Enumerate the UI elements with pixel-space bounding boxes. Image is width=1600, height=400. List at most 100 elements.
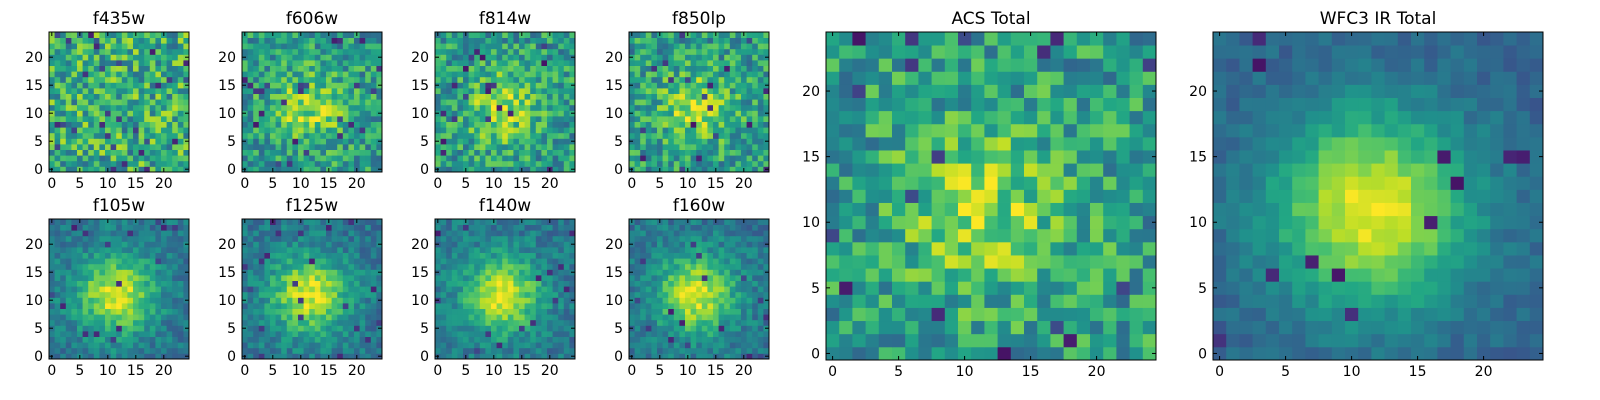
heatmap-cell xyxy=(253,297,260,304)
heatmap-cell xyxy=(735,149,742,156)
heatmap-cell xyxy=(440,32,447,38)
heatmap-cell xyxy=(337,88,344,94)
heatmap-cell xyxy=(496,88,503,94)
heatmap-cell xyxy=(342,280,349,287)
heatmap-cell xyxy=(264,342,271,349)
heatmap-cell xyxy=(713,132,719,139)
heatmap-cell xyxy=(183,230,190,237)
heatmap-cell xyxy=(485,325,492,332)
heatmap-cell xyxy=(320,219,327,225)
heatmap-cell xyxy=(348,224,355,231)
heatmap-cell xyxy=(161,37,167,44)
heatmap-cell xyxy=(155,347,162,354)
heatmap-cell xyxy=(662,43,669,50)
heatmap-cell xyxy=(71,144,78,150)
heatmap-cell xyxy=(629,144,635,150)
heatmap-cell xyxy=(446,280,453,287)
heatmap-cell xyxy=(491,48,497,55)
heatmap-cell xyxy=(110,116,117,122)
heatmap-cell xyxy=(258,132,265,139)
heatmap-cell xyxy=(440,303,447,309)
heatmap-cell xyxy=(359,88,366,94)
heatmap-cell xyxy=(144,54,151,61)
heatmap-cell xyxy=(298,319,304,326)
heatmap-cell xyxy=(138,99,145,106)
heatmap-cell xyxy=(435,43,441,50)
heatmap-cell xyxy=(99,37,106,44)
heatmap-cell xyxy=(735,347,742,354)
heatmap-cell xyxy=(451,291,458,298)
heatmap-cell xyxy=(292,263,299,270)
heatmap-cell xyxy=(713,336,719,343)
heatmap-cell xyxy=(253,291,260,298)
heatmap-cell xyxy=(326,235,332,242)
heatmap-cell xyxy=(496,336,503,343)
heatmap-cell xyxy=(166,342,173,349)
heatmap-cell xyxy=(161,325,167,332)
heatmap-cell xyxy=(149,224,156,231)
heatmap-cell xyxy=(657,82,663,89)
heatmap-cell xyxy=(149,308,156,315)
heatmap-cell xyxy=(161,54,167,61)
heatmap-cell xyxy=(558,308,565,315)
heatmap-cell xyxy=(326,48,332,55)
heatmap-cell xyxy=(513,297,520,304)
heatmap-cell xyxy=(65,319,72,326)
heatmap-cell xyxy=(342,121,349,128)
heatmap-cell xyxy=(479,269,486,276)
heatmap-cell xyxy=(77,43,83,50)
heatmap-cell xyxy=(707,160,714,167)
heatmap-cell xyxy=(172,230,179,237)
heatmap-cell xyxy=(365,297,372,304)
heatmap-cell xyxy=(292,297,299,304)
heatmap-cell xyxy=(541,93,548,100)
heatmap-cell xyxy=(60,60,67,66)
heatmap-cell xyxy=(718,71,725,78)
heatmap-cell xyxy=(354,286,360,293)
heatmap-cell xyxy=(342,166,349,173)
heatmap-cell xyxy=(524,116,531,122)
heatmap-cell xyxy=(552,144,559,150)
heatmap-cell xyxy=(535,286,542,293)
heatmap-cell xyxy=(298,297,304,304)
heatmap-cell xyxy=(729,286,736,293)
heatmap-cell xyxy=(370,65,377,72)
heatmap-cell xyxy=(359,37,366,44)
heatmap-cell xyxy=(513,342,520,349)
heatmap-cell xyxy=(258,138,265,145)
heatmap-cell xyxy=(746,331,753,337)
heatmap-cell xyxy=(264,54,271,61)
heatmap-cell xyxy=(701,319,708,326)
heatmap-cell xyxy=(242,99,248,106)
heatmap-cell xyxy=(485,127,492,134)
heatmap-cell xyxy=(701,48,708,55)
heatmap-cell xyxy=(359,110,366,117)
heatmap-cell xyxy=(530,138,537,145)
heatmap-cell xyxy=(558,319,565,326)
heatmap-cell xyxy=(49,60,55,66)
heatmap-cell xyxy=(172,82,179,89)
heatmap-cell xyxy=(303,325,310,332)
heatmap-cell xyxy=(49,127,55,134)
heatmap-cell xyxy=(177,319,184,326)
heatmap-cell xyxy=(763,291,770,298)
heatmap-cell xyxy=(161,263,167,270)
heatmap-cell xyxy=(463,275,469,281)
heatmap-cell xyxy=(331,269,338,276)
heatmap-cell xyxy=(558,32,565,38)
heatmap-cell xyxy=(264,116,271,122)
heatmap-cell xyxy=(463,144,469,150)
heatmap-cell xyxy=(337,275,344,281)
heatmap-cell xyxy=(701,155,708,162)
heatmap-cell xyxy=(275,88,282,94)
heatmap-cell xyxy=(54,43,61,50)
heatmap-cell xyxy=(468,166,475,173)
heatmap-cell xyxy=(485,144,492,150)
heatmap-cell xyxy=(701,297,708,304)
heatmap-cell xyxy=(99,291,106,298)
heatmap-cell xyxy=(519,132,525,139)
heatmap-cell xyxy=(502,258,509,265)
heatmap-cell xyxy=(166,37,173,44)
heatmap-cell xyxy=(645,110,652,117)
heatmap-cell xyxy=(342,219,349,225)
